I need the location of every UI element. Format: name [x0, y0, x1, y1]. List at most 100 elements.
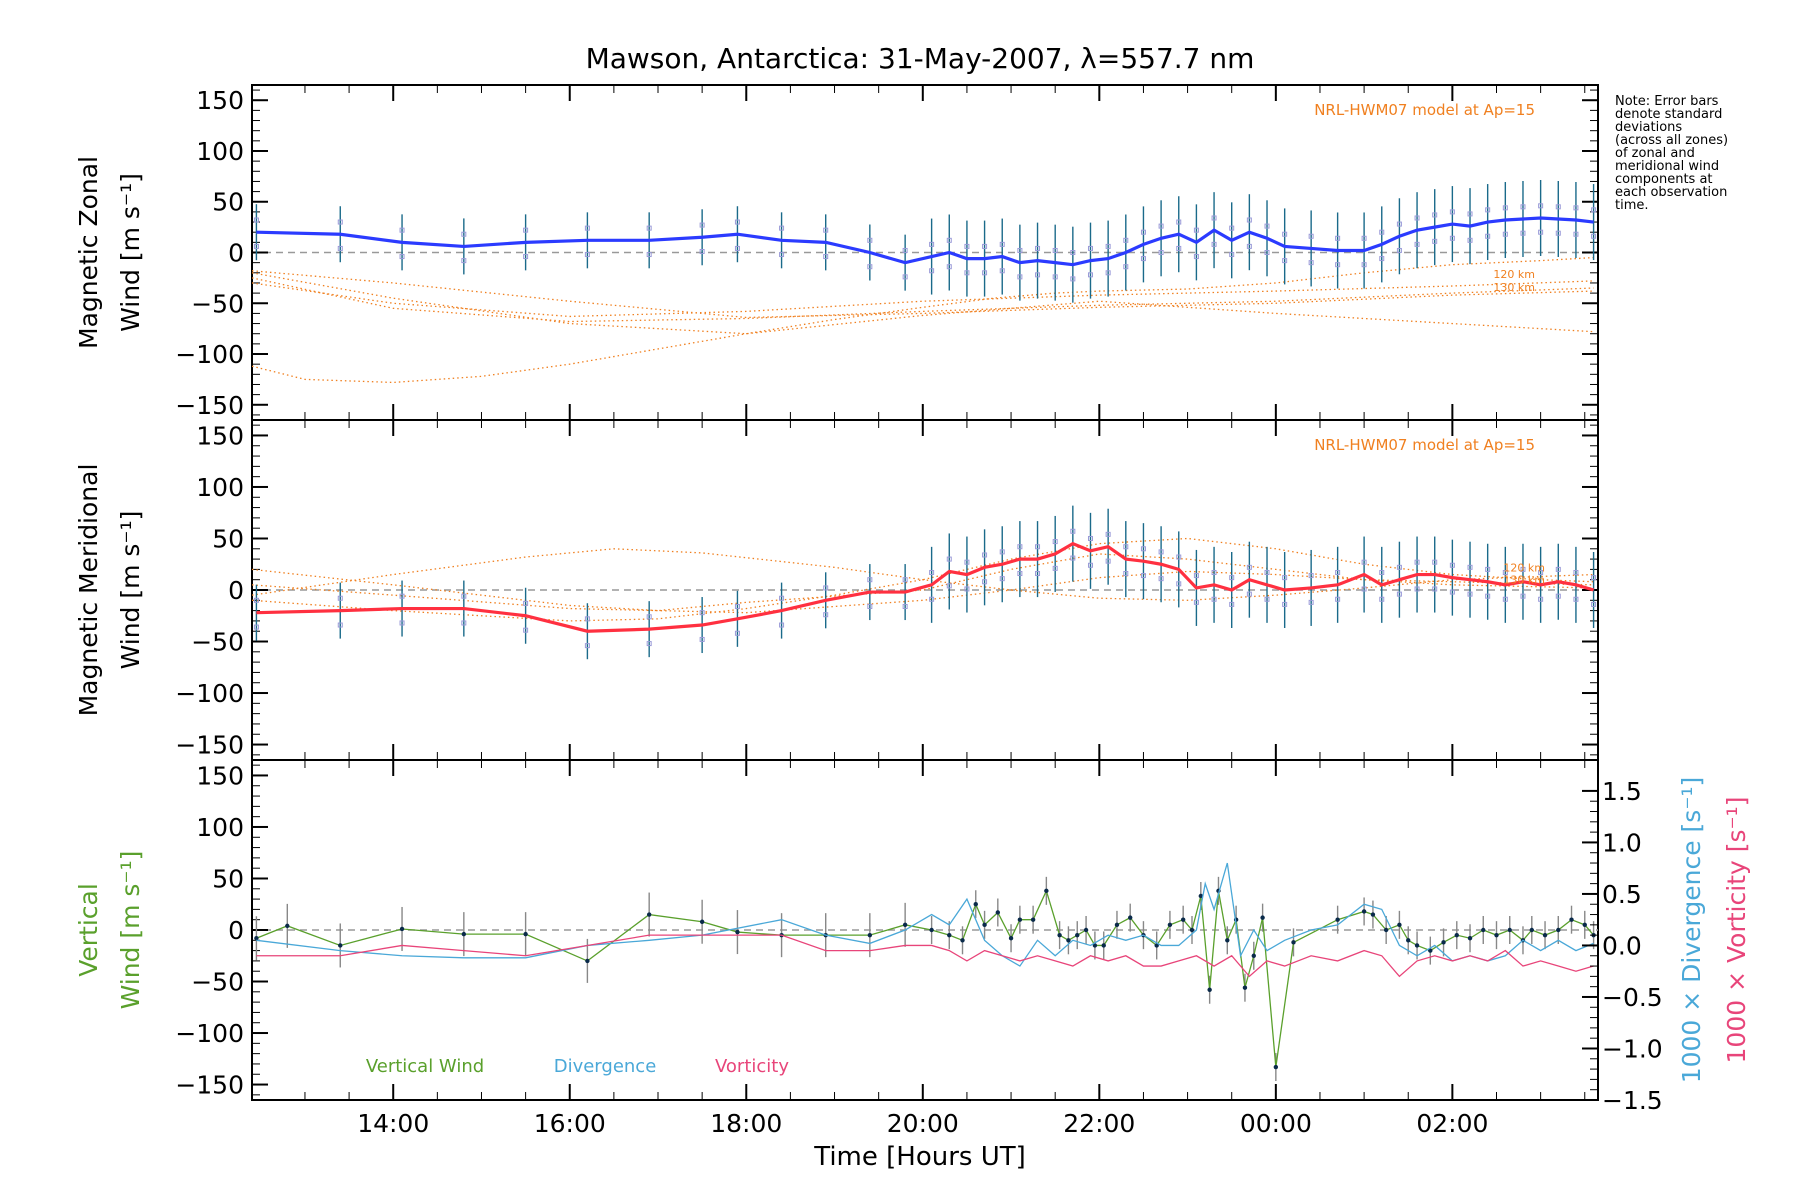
scatter-point	[982, 552, 988, 558]
scatter-point	[253, 624, 259, 630]
scatter-point	[1123, 237, 1129, 243]
panel-vertical: 150 100 50 0 −50 −100 −150 Vertical Wind [m s⁻¹]…	[74, 759, 1751, 1138]
legend-item: Vertical Wind	[366, 1056, 484, 1077]
scatter-point	[584, 252, 590, 258]
scatter-point	[646, 252, 652, 258]
scatter-point	[902, 603, 908, 609]
vertical-point	[1008, 936, 1014, 941]
scatter-point	[1193, 227, 1199, 233]
vertical-point	[1481, 927, 1486, 933]
scatter-point	[1070, 276, 1076, 282]
vertical-point	[1030, 917, 1036, 922]
x-tick-label: 16:00	[534, 1109, 606, 1138]
vertical-point	[1251, 953, 1256, 958]
scatter-point	[1229, 575, 1235, 581]
y-tick-label: −100	[175, 340, 244, 369]
vertical-point	[1335, 917, 1340, 922]
scatter-point	[337, 595, 343, 601]
scatter-point	[1335, 235, 1341, 241]
vertical-point	[399, 926, 405, 932]
y-tick-label: −50	[191, 628, 244, 657]
scatter-point	[1449, 209, 1455, 215]
y-tick-label: 150	[196, 421, 244, 450]
scatter-point	[1467, 591, 1473, 597]
scatter-point	[337, 245, 343, 251]
scatter-point	[946, 556, 952, 562]
scatter-point	[1361, 235, 1367, 241]
scatter-point	[867, 264, 873, 270]
scatter-point	[1573, 596, 1579, 602]
model-alt-label: 130 km	[1493, 281, 1535, 294]
scatter-point	[461, 620, 467, 626]
scatter-point	[1123, 571, 1129, 577]
vertical-point	[1075, 932, 1080, 938]
scatter-point	[1282, 575, 1288, 581]
y-tick-label: −100	[175, 679, 244, 708]
scatter-point	[1449, 589, 1455, 595]
scatter-point	[929, 569, 935, 575]
y-tick-label: −50	[191, 289, 244, 318]
scatter-point	[1573, 569, 1579, 575]
panels: 150 100 50 0 −50 −100 −150 Magnetic Zonal Wind […	[74, 84, 1751, 1138]
vertical-point	[1114, 922, 1120, 928]
note-line: components at	[1615, 172, 1713, 187]
y-axis-label: Wind [m s⁻¹]	[116, 511, 145, 670]
scatter-point	[1335, 569, 1341, 575]
scatter-point	[1070, 250, 1076, 255]
scatter-point	[902, 577, 908, 583]
y2-tick-label: −0.5	[1602, 983, 1663, 1012]
vertical-point	[1066, 938, 1071, 943]
y2-label-vorticity: 1000 × Vorticity [s⁻¹]	[1722, 797, 1751, 1064]
vertical-point	[1057, 932, 1062, 938]
vertical-point	[1207, 987, 1212, 992]
y-tick-label: 100	[196, 137, 244, 166]
scatter-point	[1035, 245, 1041, 251]
scatter-point	[1485, 593, 1491, 599]
scatter-point	[1264, 250, 1270, 255]
y2-tick-label: 1.0	[1602, 828, 1642, 857]
x-tick-label: 18:00	[710, 1109, 782, 1138]
scatter-point	[1211, 215, 1217, 221]
scatter-point	[1449, 562, 1455, 568]
scatter-point	[1396, 564, 1402, 570]
scatter-point	[1140, 256, 1146, 262]
scatter-point	[1052, 565, 1058, 571]
scatter-point	[1432, 586, 1438, 592]
vertical-point	[1414, 943, 1420, 948]
vertical-point	[929, 927, 934, 933]
note-line: deviations	[1615, 120, 1682, 135]
scatter-point	[999, 241, 1005, 247]
vertical-point	[1225, 938, 1230, 943]
vertical-point	[1260, 915, 1265, 920]
scatter-point	[1591, 233, 1597, 239]
vertical-point	[1044, 888, 1049, 894]
vertical-point	[254, 936, 259, 941]
scatter-point	[999, 268, 1005, 274]
vertical-point	[960, 938, 965, 943]
scatter-point	[1414, 586, 1420, 592]
vertical-point	[1542, 932, 1548, 938]
y-axis-label: Wind [m s⁻¹]	[116, 173, 145, 332]
scatter-point	[1193, 599, 1199, 605]
plot-area	[252, 505, 1597, 660]
scatter-point	[253, 243, 259, 249]
y-tick-label: 50	[212, 524, 244, 553]
scatter-point	[1070, 555, 1076, 561]
scatter-point	[1246, 217, 1252, 223]
scatter-point	[734, 245, 740, 251]
scatter-point	[646, 225, 652, 231]
scatter-point	[999, 576, 1005, 582]
series-line-zonal	[256, 216, 1594, 267]
scatter-point	[964, 270, 970, 276]
scatter-point	[1335, 596, 1341, 602]
scatter-point	[779, 622, 785, 628]
vertical-point	[1083, 927, 1089, 933]
scatter-point	[1467, 211, 1473, 217]
scatter-point	[1520, 230, 1526, 236]
scatter-point	[1140, 573, 1146, 579]
scatter-point	[867, 237, 873, 243]
plot-area	[252, 179, 1597, 384]
vertical-point	[867, 932, 873, 938]
scatter-point	[1087, 562, 1093, 568]
vertical-point	[523, 931, 528, 937]
